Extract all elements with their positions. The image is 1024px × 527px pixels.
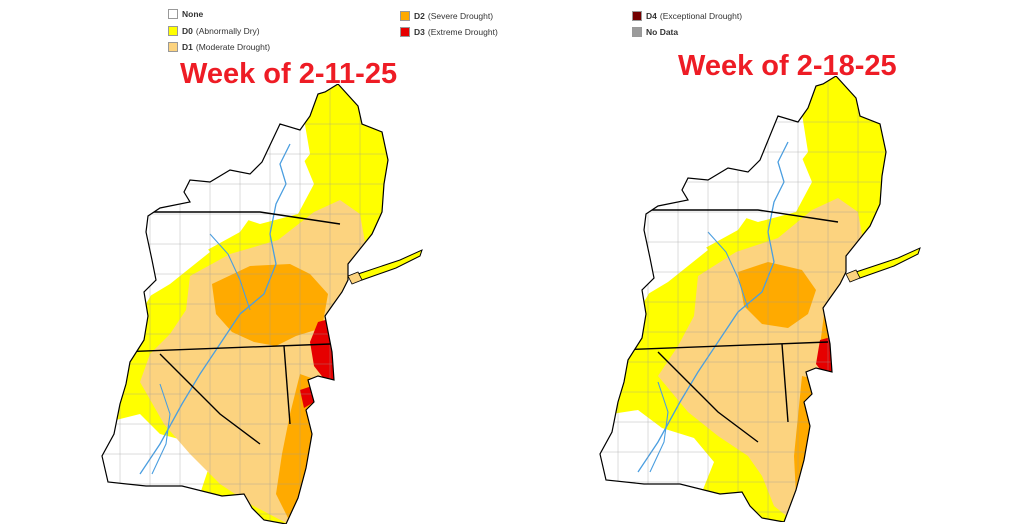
legend-code: D1 (182, 42, 193, 52)
region-outline-left (101, 84, 389, 524)
legend-code: D2 (414, 11, 425, 21)
legend-item-none: None (168, 9, 206, 19)
legend: None D0 (Abnormally Dry) D1 (Moderate Dr… (0, 0, 1024, 60)
legend-item-d4: D4 (Exceptional Drought) (632, 11, 742, 21)
legend-item-d0: D0 (Abnormally Dry) (168, 26, 260, 36)
legend-code: None (182, 9, 204, 19)
legend-swatch-d2 (400, 11, 410, 21)
legend-desc: (Exceptional Drought) (659, 11, 743, 21)
map-title-right: Week of 2-18-25 (678, 50, 897, 82)
nyc-area-left (347, 271, 363, 285)
legend-swatch-d1 (168, 42, 178, 52)
long-island-right (855, 247, 921, 279)
legend-desc: (Moderate Drought) (195, 42, 271, 52)
drought-map-right (599, 76, 921, 522)
legend-code: D4 (646, 11, 657, 21)
nyc-area-right (845, 269, 861, 283)
legend-item-d3: D3 (Extreme Drought) (400, 27, 498, 37)
legend-item-d1: D1 (Moderate Drought) (168, 42, 270, 52)
legend-item-d2: D2 (Severe Drought) (400, 11, 493, 21)
region-outline-right (599, 76, 887, 522)
drought-map-left (101, 84, 423, 524)
legend-desc: (Abnormally Dry) (195, 26, 260, 36)
legend-item-nodata: No Data (632, 27, 681, 37)
drought-areas-right (600, 76, 886, 522)
legend-desc: (Severe Drought) (427, 11, 494, 21)
legend-swatch-d0 (168, 26, 178, 36)
legend-code: No Data (646, 27, 679, 37)
legend-swatch-nodata (632, 27, 642, 37)
legend-swatch-d3 (400, 27, 410, 37)
legend-code: D0 (182, 26, 193, 36)
long-island-left (357, 249, 423, 281)
legend-desc: (Extreme Drought) (427, 27, 498, 37)
legend-code: D3 (414, 27, 425, 37)
map-title-left: Week of 2-11-25 (180, 58, 398, 90)
legend-swatch-none (168, 9, 178, 19)
legend-swatch-d4 (632, 11, 642, 21)
drought-areas-left (102, 84, 388, 524)
